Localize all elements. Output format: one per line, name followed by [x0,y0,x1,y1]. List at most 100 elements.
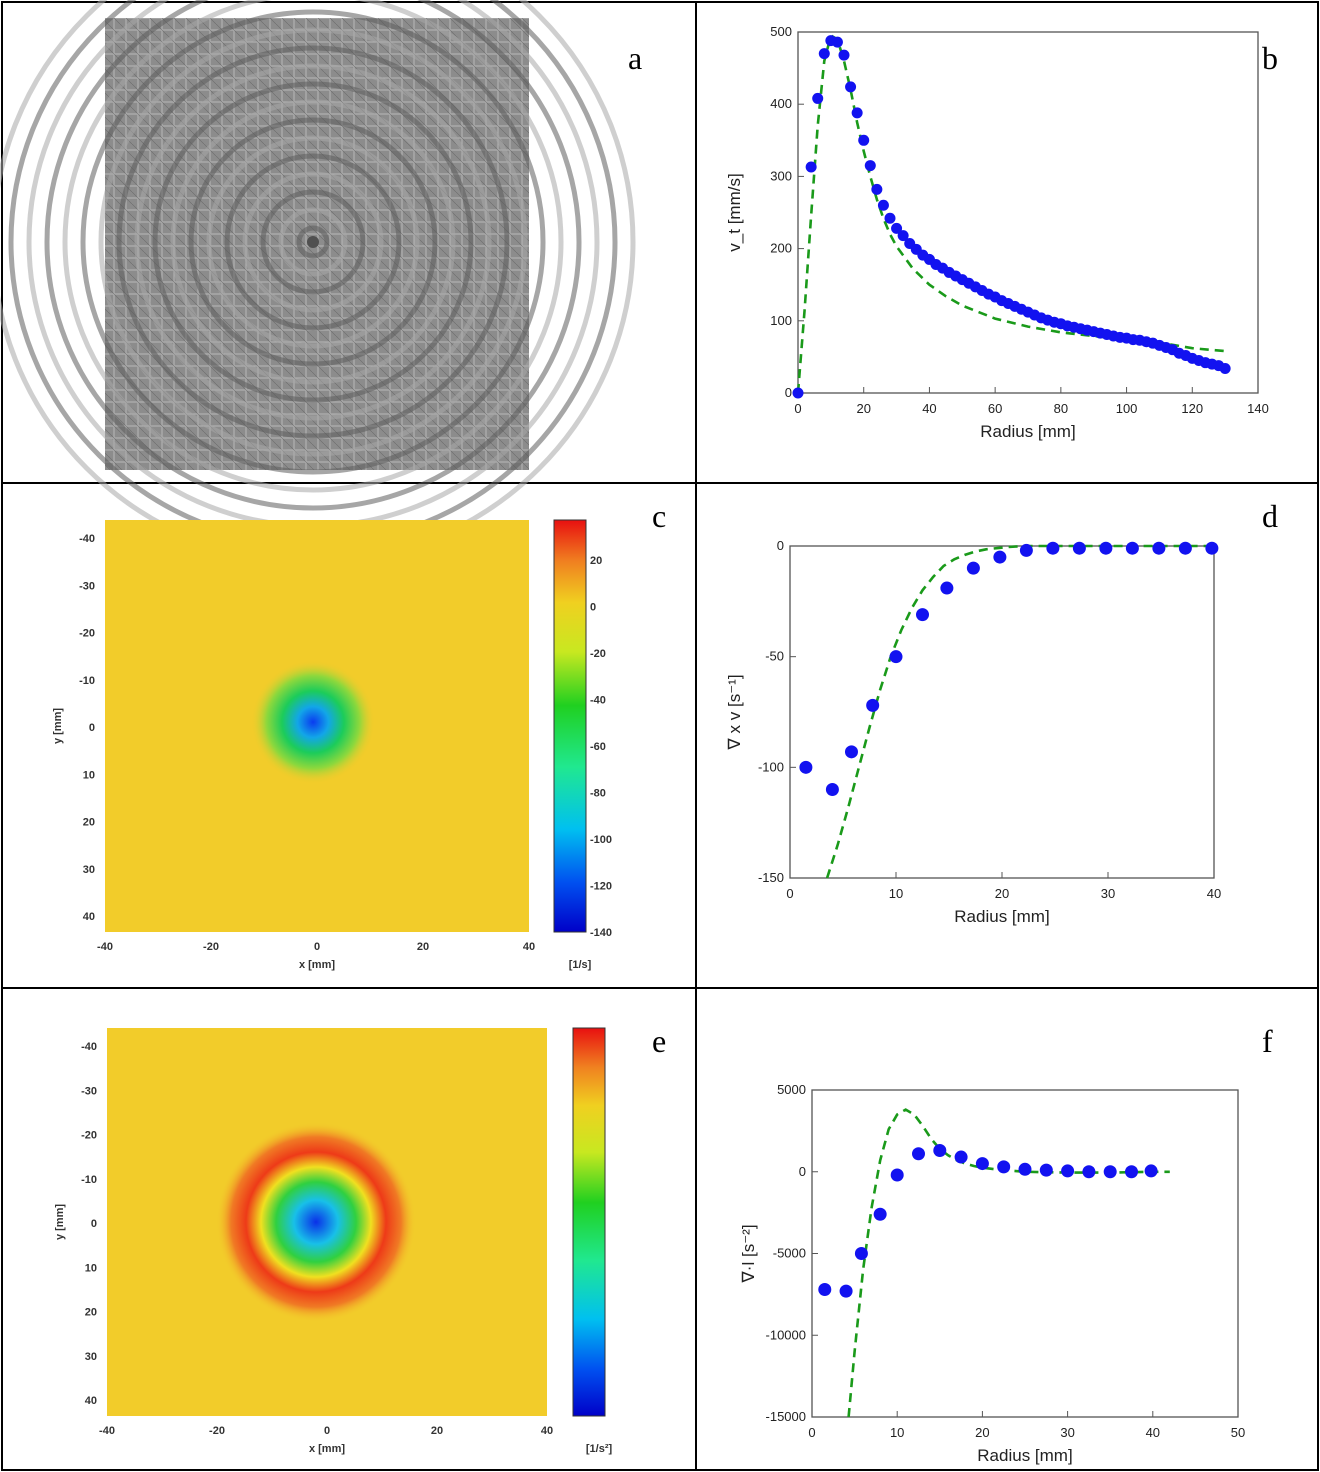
data-point [933,1143,947,1157]
y-axis-label: y [mm] [52,708,64,744]
panel-e-divergence-map: -40 -20 0 20 40 -40 -30 -20 -10 0 10 20 30 40 x [mm] y … [54,1027,613,1455]
x-tick-label: 10 [889,886,903,901]
data-point [854,1247,868,1260]
x-tick-label: -40 [97,941,113,953]
y-tick-label: 20 [85,1307,97,1319]
y-tick-label: 40 [83,911,95,923]
data-point [805,161,817,173]
ring [299,228,327,256]
x-tick-label: 40 [1207,886,1221,901]
y-tick-label: -100 [758,759,784,774]
y-tick-label: 0 [785,385,792,400]
data-point [792,387,804,399]
x-tick-label: 20 [856,401,870,416]
y-tick-label: -30 [79,580,95,592]
data-point [864,160,876,172]
colorbar-tick-label: -60 [590,741,606,753]
data-point [1082,1165,1096,1179]
data-point [799,760,813,774]
x-tick-label: 20 [431,1425,443,1437]
fit-curve [847,1108,1170,1418]
data-point [1152,541,1166,555]
panel-label-e: e [652,1023,666,1059]
chart-d-vorticity-profile: 0 10 20 30 40 0 -50 -100 -150 Radius [mm] ∇ x v [s… [725,538,1221,926]
data-point [1125,1165,1138,1179]
fit-curve [825,544,1214,879]
y-tick-label: -10000 [766,1327,806,1342]
plot-area [797,31,1259,394]
x-tick-label: -20 [203,941,219,953]
panel-a-vector-field [0,0,633,562]
data-point [940,581,954,595]
x-axis-label: Radius [mm] [977,1446,1072,1465]
colorbar-tick-label: 20 [590,555,602,567]
data-point [818,1282,832,1296]
data-point [845,81,857,93]
ring [227,156,399,328]
data-point [966,561,980,575]
panel-label-a: a [628,40,642,76]
panel-label-c: c [652,498,666,534]
ring [101,30,525,454]
x-tick-label: 30 [1101,886,1115,901]
y-tick-label: 20 [83,817,95,829]
ring [191,120,435,364]
data-point [1018,1162,1032,1176]
y-tick-label: 10 [83,769,95,781]
data-point [812,92,824,104]
data-point [975,1157,989,1171]
data-point [1039,1163,1053,1177]
data-point [916,608,929,622]
data-point [1103,1165,1117,1179]
colorbar-tick-label: -100 [590,834,612,846]
data-point [858,134,870,146]
data-point [897,230,909,242]
y-tick-label: 400 [770,96,792,111]
x-tick-label: 40 [541,1425,553,1437]
data-point [884,212,896,224]
panel-label-d: d [1262,498,1278,534]
data-point [1061,1164,1075,1178]
x-tick-label: -20 [209,1425,225,1437]
plot-area [811,1089,1239,1418]
x-axis-label: x [mm] [299,959,335,971]
x-axis-label: Radius [mm] [954,907,1049,926]
data-point [889,650,903,664]
data-point [851,107,863,119]
y-axis-label: v_t [mm/s] [725,173,744,251]
x-tick-label: 120 [1181,401,1203,416]
data-point [1099,541,1113,555]
x-tick-label: 0 [324,1425,330,1437]
data-point [831,36,843,48]
colorbar-tick-label: 0 [590,602,596,614]
data-point [1019,543,1033,557]
y-tick-label: 500 [770,24,792,39]
y-tick-label: 30 [83,864,95,876]
y-tick-label: 100 [770,313,792,328]
y-tick-label: 10 [85,1262,97,1274]
ring [245,174,381,310]
y-tick-label: -20 [81,1130,97,1142]
x-tick-label: 60 [988,401,1002,416]
ring [263,192,363,292]
ring [137,66,489,418]
colorbar-tick-label: -120 [590,881,612,893]
data-point [954,1150,968,1164]
y-tick-label: -20 [79,628,95,640]
x-tick-label: 40 [1146,1425,1160,1440]
panel-label-b: b [1262,40,1278,76]
x-tick-label: 100 [1116,401,1138,416]
x-tick-label: 140 [1247,401,1269,416]
colorbar-unit: [1/s²] [586,1443,613,1455]
ring [83,12,543,472]
ring [47,0,579,508]
y-tick-label: 30 [85,1351,97,1363]
ring [155,84,471,400]
panel-label-f: f [1262,1023,1273,1059]
data-point [912,1147,925,1161]
colorbar-tick-label: -20 [590,648,606,660]
x-axis-label: x [mm] [309,1443,345,1455]
chart-b-tangential-velocity: 0 20 40 60 80 100 120 140 0 100 200 300 400 500 Radius… [725,24,1269,441]
y-tick-label: 0 [91,1218,97,1230]
